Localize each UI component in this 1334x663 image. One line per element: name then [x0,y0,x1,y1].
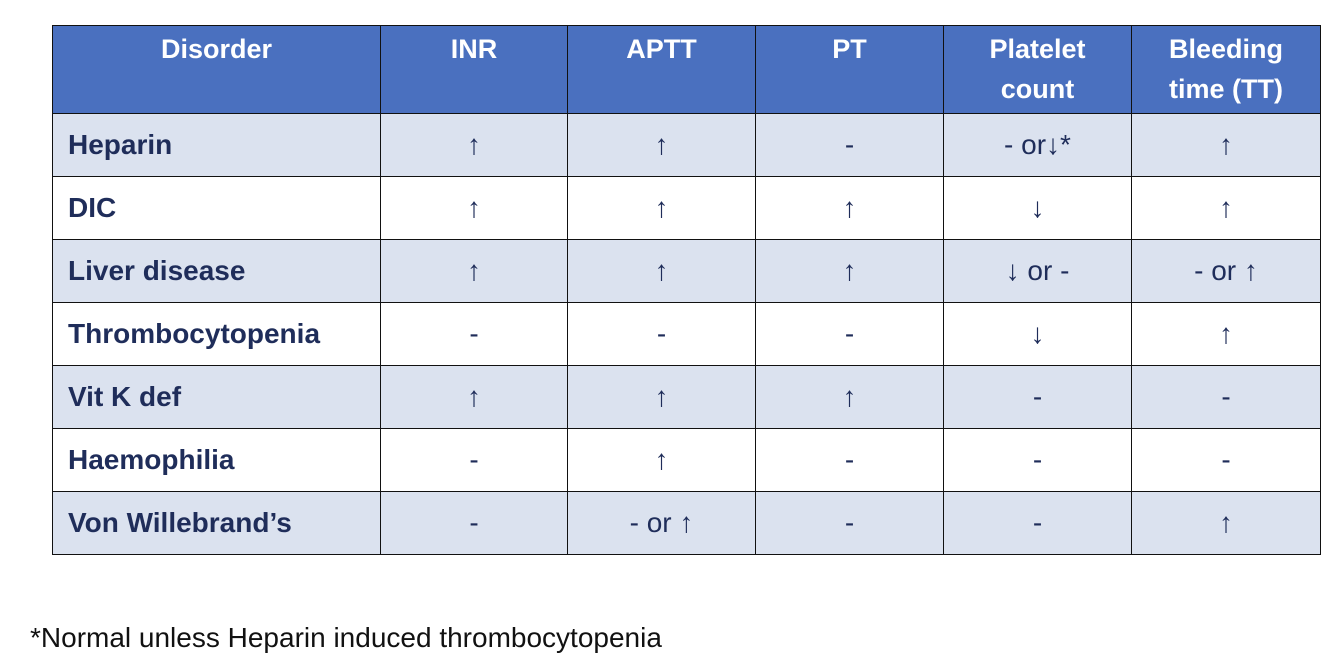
row-label: Vit K def [52,365,381,429]
table-row: Heparin ↑ ↑ - - or↓* ↑ [52,113,1321,177]
table-row: Liver disease ↑ ↑ ↑ ↓ or -- or ↑ [52,239,1321,303]
table-cell: ↑ [1131,302,1321,366]
table-cell: ↑ [567,113,756,177]
header-row: Disorder INR APTT PT Platelet count Bleeding … [52,25,1321,114]
header-cell: INR [380,25,568,114]
row-label: Heparin [52,113,381,177]
table-cell: ↑ [1131,176,1321,240]
table-cell: - [1131,428,1321,492]
table-row: Vit K def ↑ ↑ ↑ - - [52,365,1321,429]
header-cell: Disorder [52,25,381,114]
table-cell: ↑ [567,365,756,429]
table-cell: ↑ [755,239,944,303]
comparison-table: Disorder INR APTT PT Platelet count Bleeding … [52,25,1321,555]
footnote: *Normal unless Heparin induced thrombocy… [30,622,662,653]
header-cell: Platelet count [943,25,1132,114]
table-row: Von Willebrand’s - - or ↑ - - ↑ [52,491,1321,555]
table-cell: ↑ [1131,491,1321,555]
table-cell: - [755,428,944,492]
table-cell: - [755,302,944,366]
table-cell: - [1131,365,1321,429]
table-cell: ↑ [755,365,944,429]
table-cell: - or↓* [943,113,1132,177]
row-label: Thrombocytopenia [52,302,381,366]
table-cell: ↑ [380,239,568,303]
header-text: Bleeding time (TT) [1168,34,1283,104]
header-cell: PT [755,25,944,114]
table-cell: - [755,113,944,177]
table-cell: - or ↑ [567,491,756,555]
table-cell: ↑ [380,176,568,240]
row-label: DIC [52,176,381,240]
table-body: Heparin ↑ ↑ - - or↓* ↑ DIC ↑ ↑ ↑ ↓ ↑ Liver disease ↑ ↑… [52,113,1321,555]
table-cell: ↓ [943,176,1132,240]
table-cell: - [943,365,1132,429]
table-row: DIC ↑ ↑ ↑ ↓ ↑ [52,176,1321,240]
table-cell: ↑ [567,176,756,240]
row-label: Haemophilia [52,428,381,492]
table-cell: ↑ [1131,113,1321,177]
table-cell: - [755,491,944,555]
table-cell: - [380,428,568,492]
row-label: Liver disease [52,239,381,303]
table-cell: - or ↑ [1131,239,1321,303]
table-cell: - [943,491,1132,555]
table-cell: - [943,428,1132,492]
table-cell: ↓ or - [943,239,1132,303]
table-cell: ↓ [943,302,1132,366]
header-text: Platelet count [989,34,1086,104]
table-cell: ↑ [567,239,756,303]
header-cell: Bleeding time (TT) [1131,25,1321,114]
table-row: Thrombocytopenia - - - ↓ ↑ [52,302,1321,366]
header-text: PT [832,34,867,64]
table-cell: - [380,491,568,555]
table-cell: - [380,302,568,366]
header-cell: APTT [567,25,756,114]
header-text: INR [450,34,498,64]
header-text: Disorder [160,34,273,64]
table-cell: ↑ [380,365,568,429]
table-row: Haemophilia - ↑ - - - [52,428,1321,492]
row-label: Von Willebrand’s [52,491,381,555]
header-text: APTT [626,34,697,64]
table-cell: - [567,302,756,366]
table-cell: ↑ [755,176,944,240]
table-cell: ↑ [567,428,756,492]
table-cell: ↑ [380,113,568,177]
